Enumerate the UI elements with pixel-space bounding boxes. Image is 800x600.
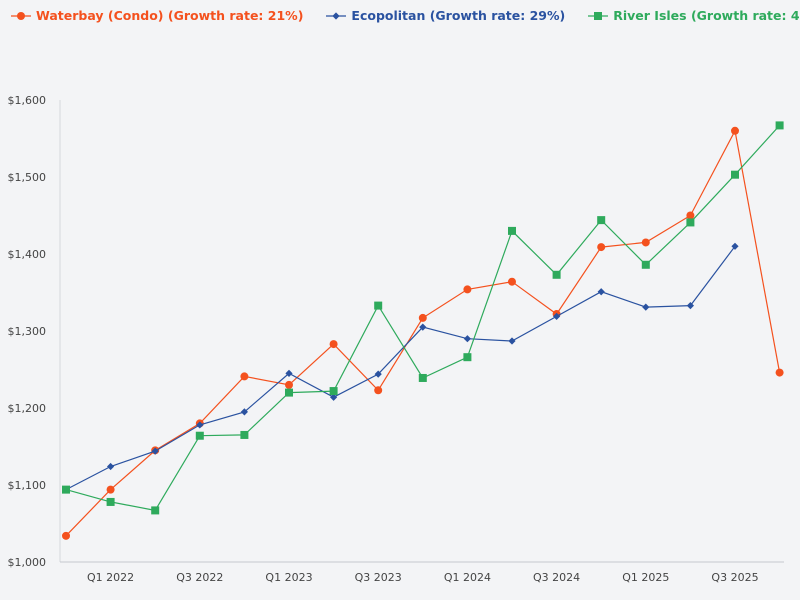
data-point-river-isles: [686, 218, 695, 227]
data-point-ecopolitan: [107, 462, 115, 471]
legend-label: Ecopolitan (Growth rate: 29%): [351, 8, 566, 23]
data-point-river-isles: [597, 216, 606, 225]
data-point-river-isles: [731, 170, 739, 179]
x-tick-label: Q3 2024: [533, 571, 580, 584]
data-point-ecopolitan: [330, 393, 338, 401]
data-point-ecopolitan: [686, 301, 694, 310]
data-point-waterbay: [731, 126, 739, 135]
x-tick-label: Q3 2022: [176, 571, 223, 584]
data-point-ecopolitan: [419, 323, 427, 331]
series-river-isles: [62, 121, 784, 515]
data-point-waterbay: [240, 372, 249, 381]
data-point-waterbay: [641, 238, 650, 247]
data-point-river-isles: [151, 506, 160, 515]
data-point-ecopolitan: [553, 312, 561, 320]
data-point-ecopolitan: [731, 242, 739, 250]
data-point-river-isles: [552, 270, 561, 279]
y-tick-label: $1,200: [8, 402, 47, 415]
data-point-river-isles: [775, 121, 784, 130]
legend-label: River Isles (Growth rate: 43%): [613, 8, 800, 23]
data-point-ecopolitan: [508, 337, 516, 345]
data-point-waterbay: [463, 285, 472, 294]
y-tick-label: $1,500: [8, 171, 47, 184]
legend-item-river-isles[interactable]: River Isles (Growth rate: 43%): [587, 8, 800, 23]
data-point-waterbay: [285, 380, 293, 389]
data-point-ecopolitan: [240, 408, 248, 416]
data-point-waterbay: [62, 531, 70, 540]
data-point-waterbay: [418, 313, 427, 322]
legend-label: Waterbay (Condo) (Growth rate: 21%): [36, 8, 304, 23]
data-point-river-isles: [374, 301, 383, 310]
data-point-ecopolitan: [463, 335, 471, 343]
data-point-ecopolitan: [196, 421, 204, 429]
data-point-river-isles: [106, 497, 115, 506]
data-point-waterbay: [374, 386, 383, 395]
y-tick-label: $1,100: [8, 479, 47, 492]
data-point-river-isles: [418, 373, 427, 382]
data-point-river-isles: [329, 387, 338, 396]
data-point-ecopolitan: [374, 370, 382, 378]
data-point-ecopolitan: [151, 447, 159, 455]
data-point-river-isles: [62, 485, 70, 494]
x-tick-label: Q1 2025: [622, 571, 669, 584]
data-point-waterbay: [686, 211, 695, 220]
series-line-ecopolitan: [65, 245, 736, 491]
data-point-waterbay: [106, 485, 115, 494]
series-ecopolitan: [62, 242, 739, 494]
data-point-river-isles: [508, 226, 516, 235]
x-tick-label: Q1 2023: [265, 571, 312, 584]
data-point-waterbay: [329, 340, 338, 349]
x-tick-label: Q1 2022: [87, 571, 134, 584]
data-point-river-isles: [641, 260, 650, 269]
data-point-ecopolitan: [642, 303, 650, 311]
data-point-ecopolitan: [285, 369, 293, 377]
data-point-waterbay: [775, 368, 784, 377]
data-point-river-isles: [240, 430, 249, 439]
x-tick-label: Q3 2025: [711, 571, 758, 584]
chart-legend: Waterbay (Condo) (Growth rate: 21%) Ecopo…: [10, 8, 800, 23]
data-point-river-isles: [195, 431, 204, 440]
data-point-ecopolitan: [597, 288, 605, 296]
series-waterbay: [62, 126, 784, 540]
legend-marker-diamond-icon: [326, 11, 347, 20]
data-point-waterbay: [508, 277, 516, 286]
data-point-river-isles: [463, 353, 472, 362]
legend-item-ecopolitan[interactable]: Ecopolitan (Growth rate: 29%): [325, 8, 565, 23]
y-tick-label: $1,600: [8, 94, 47, 107]
legend-marker-square-icon: [588, 11, 609, 20]
x-tick-label: Q3 2023: [355, 571, 402, 584]
y-tick-label: $1,400: [8, 248, 47, 261]
legend-marker-circle-icon: [11, 11, 31, 20]
legend-item-waterbay[interactable]: Waterbay (Condo) (Growth rate: 21%): [10, 8, 303, 23]
y-tick-label: $1,300: [8, 325, 47, 338]
series-line-waterbay: [65, 128, 781, 537]
x-tick-label: Q1 2024: [444, 571, 491, 584]
data-point-river-isles: [285, 388, 293, 397]
y-tick-label: $1,000: [8, 556, 47, 569]
data-point-waterbay: [597, 243, 606, 252]
